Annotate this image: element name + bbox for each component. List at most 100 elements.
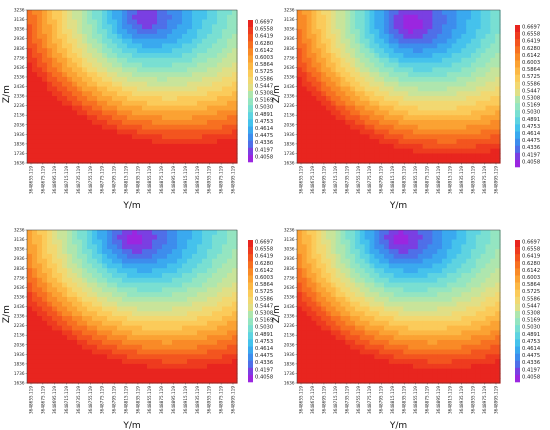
contour-cell [162,258,168,265]
contour-cell [437,119,443,126]
contour-cell [187,363,193,370]
contour-cell [187,143,193,150]
contour-cell [137,339,143,346]
contour-cell [306,72,313,78]
contour-cell [127,96,133,102]
contour-cell [62,38,68,45]
contour-cell [297,10,303,16]
colorbar-label: 0.6419 [522,39,540,45]
contour-cell [132,134,138,140]
contour-cell [461,115,467,121]
contour-cell [330,249,337,255]
contour-cell [167,292,173,298]
contour-cell [112,24,118,30]
contour-cell [57,29,63,35]
contour-cell [37,335,43,341]
contour-cell [207,43,213,49]
contour-cell [374,110,380,116]
contour-cell [87,86,93,92]
contour-cell [87,258,93,265]
contour-cell [311,38,317,45]
contour-cell [127,378,133,384]
contour-cell [172,57,178,64]
contour-cell [147,110,153,116]
contour-cell [62,378,68,384]
contour-cell [451,158,458,164]
contour-cell [388,153,395,159]
contour-cell [107,311,113,317]
x-tick-label: 3648775.119 [100,386,105,414]
contour-cell [321,158,327,164]
contour-cell [162,62,168,68]
contour-cell [413,119,419,126]
contour-cell [112,373,118,379]
contour-cell [37,43,43,49]
contour-cell [57,24,63,30]
contour-cell [451,124,458,131]
contour-cell [92,368,98,375]
contour-cell [326,258,332,265]
contour-cell [72,10,78,16]
contour-cell [432,115,438,121]
contour-cell [167,139,173,145]
contour-cell [202,86,208,92]
y-tick-label: 1636 [14,381,25,386]
contour-cell [374,91,380,97]
contour-cell [132,148,138,155]
contour-cell [398,253,404,260]
contour-cell [212,48,218,54]
contour-cell [87,234,93,241]
contour-cell [132,239,138,245]
contour-cell [359,91,366,97]
contour-cell [192,244,198,250]
contour-cell [330,110,337,116]
contour-cell [162,287,168,293]
contour-cell [112,349,118,355]
contour-cell [227,143,233,150]
contour-cell [112,86,118,92]
contour-cell [187,119,193,126]
contour-cell [132,29,138,35]
contour-cell [359,81,366,88]
contour-cell [127,57,133,64]
contour-cell [384,100,390,107]
contour-cell [306,253,313,260]
contour-cell [217,320,223,327]
contour-cell [345,100,351,107]
contour-cell [471,86,477,92]
contour-cell [297,110,303,116]
contour-cell [187,124,193,131]
contour-cell [192,287,198,293]
contour-cell [446,239,453,245]
contour-cell [197,239,203,245]
contour-cell [97,253,103,260]
contour-cell [172,268,178,274]
contour-cell [122,148,128,155]
contour-cell [102,249,108,255]
contour-cell [495,139,501,145]
contour-cell [32,10,38,16]
contour-cell [422,105,429,112]
contour-cell [451,244,458,250]
contour-cell [417,253,424,260]
contour-cell [466,62,472,68]
contour-cell [42,81,48,88]
contour-cell [222,239,228,245]
contour-cell [137,153,143,159]
contour-cell [475,115,482,121]
contour-cell [393,158,400,164]
contour-cell [152,139,158,145]
contour-cell [157,349,163,355]
contour-cell [72,263,78,269]
contour-cell [306,100,313,107]
contour-cell [42,96,48,102]
contour-cell [306,134,313,140]
contour-cell [480,62,487,68]
contour-cell [301,134,308,140]
contour-cell [187,335,193,341]
contour-cell [485,19,491,25]
contour-cell [422,96,429,102]
contour-cell [379,72,385,78]
contour-cell [172,354,178,360]
contour-cell [326,134,332,140]
